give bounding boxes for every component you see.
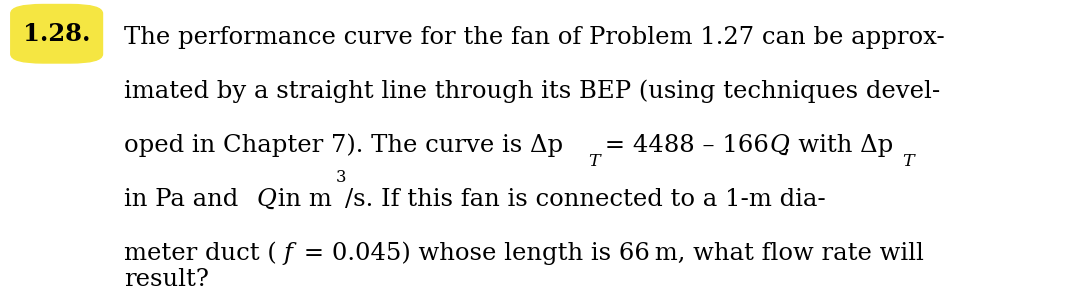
Text: 3: 3 bbox=[336, 169, 346, 185]
Text: 1.28.: 1.28. bbox=[23, 22, 91, 46]
Text: result?: result? bbox=[124, 268, 209, 291]
Text: Q: Q bbox=[257, 188, 276, 211]
Text: The performance curve for the fan of Problem 1.27 can be approx-: The performance curve for the fan of Pro… bbox=[124, 26, 945, 49]
Text: T: T bbox=[588, 154, 599, 170]
Text: /s. If this fan is connected to a 1-m dia-: /s. If this fan is connected to a 1-m di… bbox=[345, 188, 825, 211]
Text: Q: Q bbox=[769, 134, 790, 157]
Text: , with Δp: , with Δp bbox=[782, 134, 893, 157]
Text: meter duct (: meter duct ( bbox=[124, 242, 277, 265]
Text: in Pa and: in Pa and bbox=[124, 188, 246, 211]
Text: imated by a straight line through its BEP (using techniques devel-: imated by a straight line through its BE… bbox=[124, 80, 940, 103]
Text: T: T bbox=[902, 154, 914, 170]
Text: = 4488 – 166: = 4488 – 166 bbox=[598, 134, 769, 157]
Text: oped in Chapter 7). The curve is Δp: oped in Chapter 7). The curve is Δp bbox=[124, 134, 563, 157]
Text: f: f bbox=[283, 242, 292, 265]
Text: = 0.045) whose length is 66 m, what flow rate will: = 0.045) whose length is 66 m, what flow… bbox=[297, 242, 925, 265]
FancyBboxPatch shape bbox=[11, 4, 103, 63]
Text: in m: in m bbox=[270, 188, 331, 211]
